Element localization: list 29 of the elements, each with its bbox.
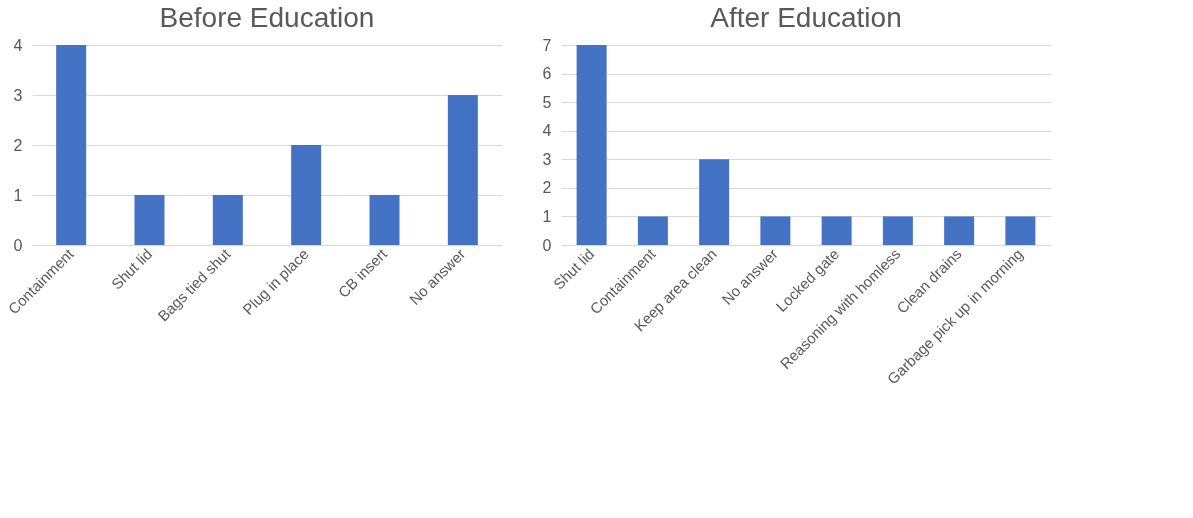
bar [447,95,478,245]
bar [760,216,791,245]
y-tick-label: 4 [542,122,552,140]
y-tick-label: 1 [542,207,552,225]
y-tick-label: 0 [542,236,552,254]
y-tick-label: 0 [13,236,23,254]
y-tick-label: 6 [542,65,552,83]
chart-title: After Education [710,2,902,33]
bar [882,216,913,245]
bar [576,45,607,245]
y-tick-label: 4 [13,36,23,54]
y-tick-label: 3 [13,86,23,104]
bar [637,216,668,245]
y-tick-label: 5 [542,93,552,111]
bar [369,195,400,245]
y-tick-label: 7 [542,36,552,54]
bar [134,195,165,245]
bar [944,216,975,245]
chart-title: Before Education [159,2,375,33]
y-tick-label: 2 [542,179,552,197]
bar [1005,216,1036,245]
y-tick-label: 3 [542,150,552,168]
bar [699,159,730,245]
bar [56,45,87,245]
bar [291,145,322,245]
y-tick-label: 1 [13,186,23,204]
y-tick-label: 2 [13,136,23,154]
bar [821,216,852,245]
bar [212,195,243,245]
